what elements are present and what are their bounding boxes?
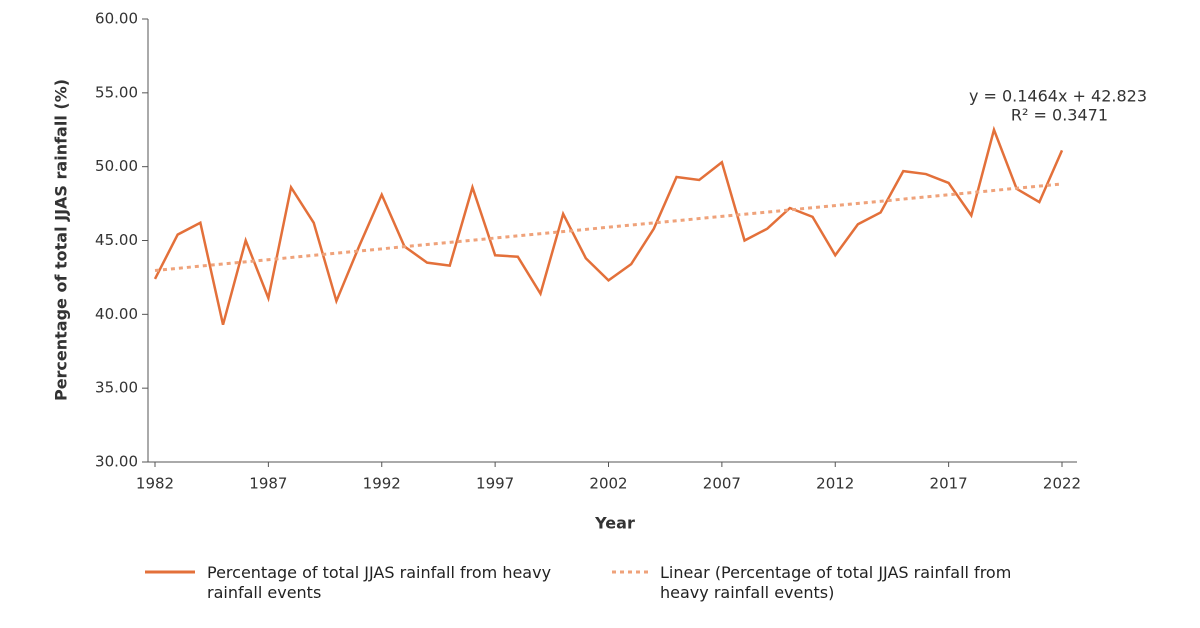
y-axis-title: Percentage of total JJAS rainfall (%) [52, 79, 71, 401]
x-tick-label: 1992 [363, 475, 401, 493]
y-tick-label: 55.00 [95, 83, 138, 101]
y-tick-label: 35.00 [95, 379, 138, 397]
x-tick-label: 1987 [249, 475, 287, 493]
x-tick-label: 2002 [589, 475, 627, 493]
y-tick-label: 30.00 [95, 453, 138, 471]
y-tick-label: 50.00 [95, 157, 138, 175]
x-axis-title: Year [594, 514, 635, 533]
x-tick-label: 1997 [476, 475, 514, 493]
legend-label: Percentage of total JJAS rainfall from h… [207, 563, 552, 602]
trend-r2: R² = 0.3471 [1011, 106, 1108, 125]
x-tick-label: 1982 [136, 475, 174, 493]
y-tick-label: 40.00 [95, 305, 138, 323]
x-tick-label: 2017 [930, 475, 968, 493]
x-tick-label: 2007 [703, 475, 741, 493]
x-tick-label: 2012 [816, 475, 854, 493]
trend-equation: y = 0.1464x + 42.823 [969, 87, 1147, 106]
legend-label: Linear (Percentage of total JJAS rainfal… [660, 563, 1012, 602]
y-tick-label: 60.00 [95, 10, 138, 28]
trend-line [154, 182, 1063, 272]
y-tick-label: 45.00 [95, 231, 138, 249]
data-line [153, 125, 1064, 325]
x-tick-label: 2022 [1043, 475, 1081, 493]
